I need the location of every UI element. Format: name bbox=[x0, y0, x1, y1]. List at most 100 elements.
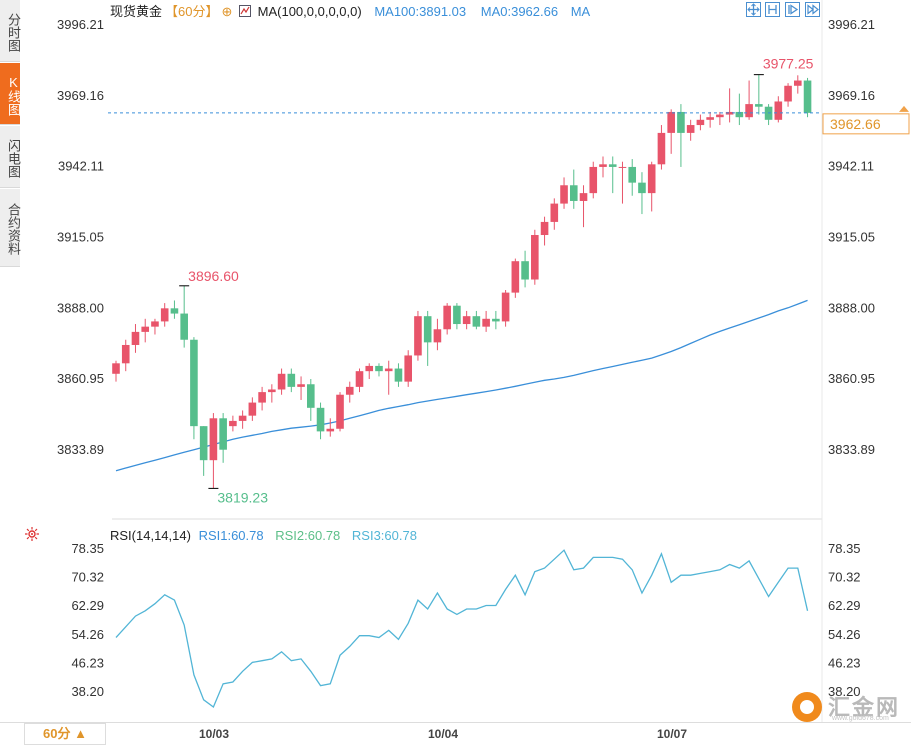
candle-body bbox=[229, 420, 237, 427]
tab-flash-chart[interactable]: 闪电图 bbox=[0, 126, 21, 188]
price-tick-left: 3888.00 bbox=[57, 300, 104, 315]
candle-body bbox=[647, 164, 656, 194]
candle-body bbox=[190, 339, 198, 427]
candle bbox=[667, 109, 675, 154]
rsi-tick-right: 62.29 bbox=[828, 598, 861, 613]
candle-body bbox=[579, 193, 588, 201]
candle bbox=[365, 363, 374, 380]
candle bbox=[492, 310, 500, 330]
candle-body bbox=[472, 316, 481, 327]
ma100-polyline bbox=[115, 299, 808, 472]
high-left-label: 3896.60 bbox=[188, 268, 239, 284]
candle bbox=[745, 80, 753, 120]
fast-forward-icon[interactable] bbox=[805, 2, 820, 17]
rsi-axis-left: 78.35 70.32 62.29 54.26 46.23 38.20 bbox=[71, 541, 104, 699]
candle-body bbox=[521, 261, 529, 280]
candle-body bbox=[638, 182, 646, 194]
indicator-icon[interactable] bbox=[239, 5, 252, 17]
price-tick-right: 3996.21 bbox=[828, 17, 875, 32]
candle bbox=[511, 258, 520, 298]
candle-body bbox=[394, 368, 403, 382]
period-label[interactable]: 【60分】 bbox=[165, 4, 219, 19]
candle-body bbox=[268, 389, 276, 393]
candle bbox=[482, 310, 490, 332]
candle-body bbox=[745, 104, 753, 118]
rsi-settings-icon[interactable] bbox=[25, 527, 39, 541]
candle bbox=[384, 360, 393, 395]
candle bbox=[443, 303, 451, 335]
candle-body bbox=[735, 111, 744, 118]
candle bbox=[277, 368, 286, 395]
candle-body bbox=[414, 316, 422, 356]
time-axis-bar bbox=[0, 722, 911, 746]
current-price-value: 3962.66 bbox=[830, 116, 881, 132]
candle-body bbox=[384, 368, 393, 372]
candle-body bbox=[560, 185, 568, 204]
tab-contract-info[interactable]: 合约资料 bbox=[0, 189, 21, 267]
tab-kline-chart[interactable]: K线图 bbox=[0, 63, 21, 125]
candle bbox=[462, 310, 471, 330]
candle bbox=[608, 156, 617, 194]
candle bbox=[287, 368, 296, 393]
candle bbox=[414, 310, 422, 361]
rsi-line bbox=[115, 549, 809, 709]
candle bbox=[550, 198, 559, 230]
move-icon[interactable] bbox=[746, 2, 761, 17]
high-right-label: 3977.25 bbox=[763, 56, 814, 72]
candle bbox=[531, 229, 539, 285]
candle-body bbox=[209, 418, 218, 461]
candle-body bbox=[784, 85, 792, 102]
candle bbox=[336, 392, 344, 432]
x-label-1003: 10/03 bbox=[199, 727, 230, 741]
rsi-tick-left: 54.26 bbox=[71, 627, 104, 642]
rsi-tick-left: 46.23 bbox=[71, 655, 104, 670]
candle bbox=[501, 289, 510, 327]
candle-body bbox=[180, 313, 188, 340]
logo-text: 汇金网 bbox=[828, 695, 901, 720]
candle-body bbox=[531, 235, 539, 280]
candle-body bbox=[608, 164, 617, 167]
zoom-in-icon[interactable] bbox=[765, 2, 780, 17]
candle-body bbox=[696, 119, 705, 126]
price-tick-left: 3942.11 bbox=[58, 159, 104, 174]
play-icon[interactable] bbox=[785, 2, 800, 17]
chart-header: 现货黄金 【60分】 ⊕ MA(100,0,0,0,0,0) MA100:3891.… bbox=[110, 3, 593, 21]
candle bbox=[131, 324, 140, 353]
annotations: 3977.25 3896.60 3819.23 bbox=[179, 56, 814, 505]
candle-body bbox=[501, 292, 510, 322]
candle bbox=[258, 386, 266, 411]
rsi-polyline bbox=[115, 549, 809, 709]
settings-gear-icon[interactable]: ⊕ bbox=[221, 4, 233, 19]
candle bbox=[696, 114, 705, 131]
candle-body bbox=[277, 373, 286, 390]
candle bbox=[725, 88, 734, 123]
rsi-axis-right: 78.35 70.32 62.29 54.26 46.23 38.20 bbox=[828, 541, 861, 699]
rsi-params[interactable]: RSI(14,14,14) bbox=[110, 528, 191, 543]
candle-body bbox=[258, 392, 266, 403]
candle-body bbox=[686, 125, 695, 133]
rsi2-value: RSI2:60.78 bbox=[275, 528, 341, 543]
candle bbox=[803, 77, 812, 118]
candle-body bbox=[131, 331, 140, 345]
candle bbox=[706, 111, 714, 128]
rsi-tick-right: 78.35 bbox=[828, 541, 861, 556]
candle bbox=[618, 161, 627, 204]
candle bbox=[190, 337, 198, 440]
candle bbox=[170, 300, 179, 319]
period-selector-button[interactable]: 60分 ▲ bbox=[24, 723, 106, 745]
candle-body bbox=[453, 305, 461, 325]
candle-body bbox=[151, 321, 159, 327]
candle-body bbox=[803, 80, 812, 113]
rsi-tick-right: 70.32 bbox=[828, 570, 861, 585]
rsi-tick-left: 70.32 bbox=[71, 570, 104, 585]
candle-body bbox=[443, 305, 451, 330]
candle bbox=[686, 119, 695, 141]
candle bbox=[716, 111, 724, 126]
ma-params[interactable]: MA(100,0,0,0,0,0) bbox=[257, 4, 362, 19]
candle bbox=[229, 415, 237, 432]
price-tick-right: 3833.89 bbox=[828, 442, 875, 457]
candle bbox=[638, 172, 646, 215]
tab-time-chart[interactable]: 分时图 bbox=[0, 0, 21, 62]
candle bbox=[521, 250, 529, 288]
